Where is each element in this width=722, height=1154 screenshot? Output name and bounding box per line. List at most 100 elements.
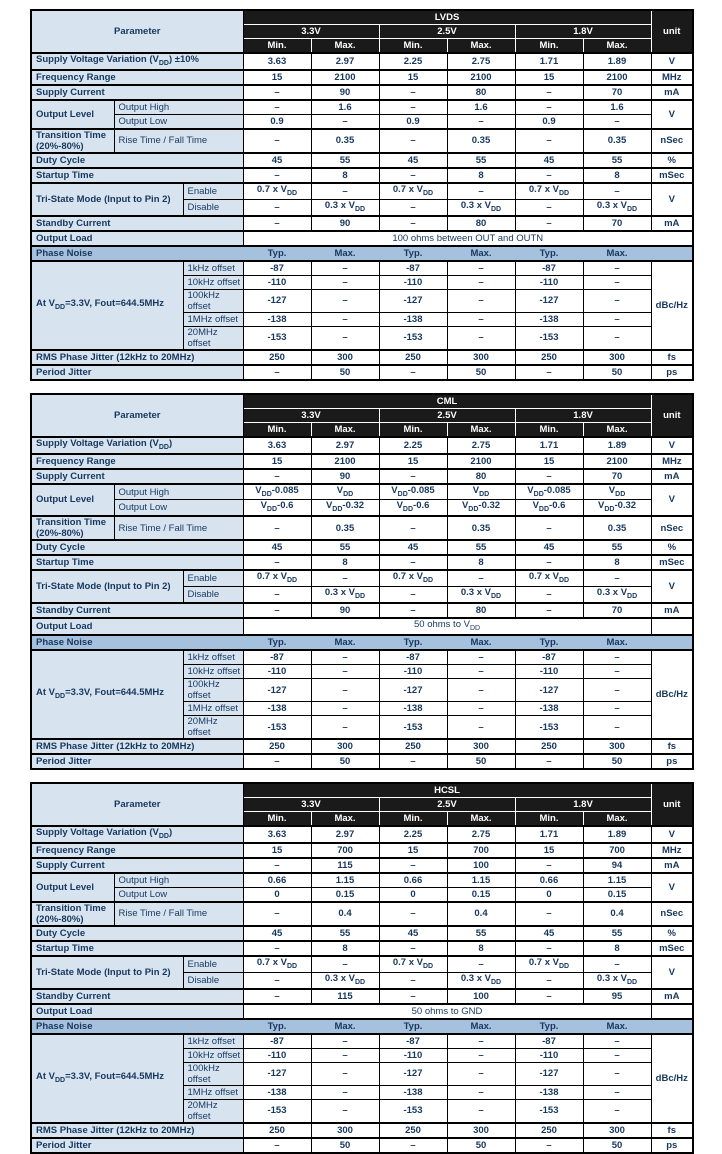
cell-value-2: -127 bbox=[378, 288, 448, 313]
cell-value-1: – bbox=[310, 715, 380, 740]
cell-value-2: – bbox=[378, 856, 448, 874]
cell-unit: V bbox=[650, 871, 694, 903]
cell-value-0: – bbox=[242, 98, 312, 115]
cell-value-0: 0 bbox=[242, 886, 312, 903]
cell-value-1: 2.97 bbox=[310, 825, 380, 844]
cell-value-4: 15 bbox=[514, 841, 584, 859]
cell-value-0: 45 bbox=[242, 539, 312, 556]
cell-value-1: – bbox=[310, 1084, 380, 1100]
row-label: Supply Voltage Variation (VDD) bbox=[30, 435, 244, 455]
cell-value-4: VDD-0.6 bbox=[514, 499, 584, 517]
cell-value-1: 115 bbox=[310, 856, 380, 874]
voltage-header-1: 2.5V bbox=[378, 24, 516, 39]
cell-value-5: 0.3 x VDD bbox=[582, 586, 652, 604]
cell-value-2: -138 bbox=[378, 1084, 448, 1100]
cell-value-2: – bbox=[378, 602, 448, 619]
row-sublabel: Enable bbox=[182, 954, 244, 973]
cell-value-4: -138 bbox=[514, 1084, 584, 1100]
cell-value-0: -110 bbox=[242, 1047, 312, 1063]
cell-value-4: – bbox=[514, 939, 584, 957]
cell-value-4: 45 bbox=[514, 924, 584, 942]
cell-value-2: -87 bbox=[378, 259, 448, 276]
cell-unit-empty bbox=[650, 617, 694, 636]
phase-col-header-1: Max. bbox=[311, 244, 379, 262]
cell-value-2: -110 bbox=[378, 274, 448, 290]
phase-col-header-1: Max. bbox=[311, 634, 379, 651]
phase-unit-empty bbox=[651, 634, 694, 651]
cell-value-4: 0 bbox=[514, 886, 584, 903]
cell-value-2: – bbox=[378, 971, 448, 990]
cell-value-2: -127 bbox=[378, 1061, 448, 1086]
row-label: Standby Current bbox=[30, 987, 244, 1005]
cell-value-0: – bbox=[242, 515, 312, 541]
row-label: Transition Time (20%-80%) bbox=[30, 900, 115, 927]
cell-value-0: -138 bbox=[242, 311, 312, 327]
cell-value-3: 100 bbox=[446, 987, 516, 1005]
cell-value-1: 0.4 bbox=[310, 900, 380, 927]
cell-value-4: 15 bbox=[514, 452, 584, 470]
row-sublabel: 1kHz offset bbox=[182, 259, 244, 276]
cell-value-2: – bbox=[378, 214, 448, 232]
cell-unit: % bbox=[650, 151, 694, 169]
minmax-header-2: Min. bbox=[378, 38, 448, 54]
cell-value-0: – bbox=[242, 214, 312, 232]
cell-unit: dBc/Hz bbox=[650, 649, 694, 740]
cell-value-2: – bbox=[378, 939, 448, 957]
row-sublabel: 20MHz offset bbox=[182, 325, 244, 351]
cell-value-4: -138 bbox=[514, 311, 584, 327]
cell-value-4: 1.71 bbox=[514, 435, 584, 455]
cell-unit: dBc/Hz bbox=[650, 259, 694, 351]
cell-value-1: 2.97 bbox=[310, 435, 380, 455]
cell-value-3: 700 bbox=[446, 841, 516, 859]
cell-value-2: 2.25 bbox=[378, 825, 448, 844]
cell-value-4: -138 bbox=[514, 701, 584, 717]
cell-value-1: – bbox=[310, 954, 380, 973]
cell-value-1: 0.3 x VDD bbox=[310, 586, 380, 604]
row-label: Frequency Range bbox=[30, 841, 244, 859]
spec-table-hcsl: Parameter HCSL unit 3.3V 2.5V 1.8V Min. Max. Min… bbox=[30, 782, 695, 1154]
cell-value-2: VDD-0.6 bbox=[378, 499, 448, 517]
row-sublabel: Enable bbox=[182, 569, 244, 588]
cell-unit: nSec bbox=[650, 127, 694, 154]
cell-value-5: – bbox=[582, 649, 652, 665]
phase-col-header-0: Typ. bbox=[243, 1017, 311, 1035]
phase-col-header-5: Max. bbox=[583, 244, 652, 262]
row-label: Duty Cycle bbox=[30, 151, 244, 169]
cell-value-2: -110 bbox=[378, 1047, 448, 1063]
cell-value-3: VDD bbox=[446, 482, 516, 501]
phase-col-header-3: Max. bbox=[447, 1017, 515, 1035]
cell-value-1: – bbox=[310, 701, 380, 717]
cell-value-3: 0.35 bbox=[446, 515, 516, 541]
cell-value-2: -138 bbox=[378, 701, 448, 717]
row-sublabel: Output High bbox=[113, 871, 244, 888]
cell-value-1: 1.15 bbox=[310, 871, 380, 888]
cell-value-1: 300 bbox=[310, 738, 380, 755]
cell-value-1: 50 bbox=[310, 753, 380, 770]
cell-value-0: – bbox=[242, 1136, 312, 1154]
cell-value-5: 8 bbox=[582, 939, 652, 957]
cell-value-2: – bbox=[378, 515, 448, 541]
row-label: Output Load bbox=[30, 229, 244, 247]
cell-value-1: 50 bbox=[310, 1136, 380, 1154]
row-sublabel: 1MHz offset bbox=[182, 311, 244, 327]
row-label: Tri-State Mode (Input to Pin 2) bbox=[30, 954, 184, 990]
cell-value-3: 2100 bbox=[446, 68, 516, 86]
row-sublabel: 10kHz offset bbox=[182, 664, 244, 680]
cell-value-5: – bbox=[582, 954, 652, 973]
cell-value-1: – bbox=[310, 325, 380, 351]
cell-unit: MHz bbox=[650, 841, 694, 859]
cell-value-3: 300 bbox=[446, 738, 516, 755]
cell-value-0: -153 bbox=[242, 1098, 312, 1124]
cell-value-0: – bbox=[242, 467, 312, 485]
cell-value-1: 55 bbox=[310, 151, 380, 169]
phase-col-header-3: Max. bbox=[447, 634, 515, 651]
minmax-header-5: Max. bbox=[582, 811, 652, 827]
cell-unit-empty bbox=[650, 1002, 694, 1020]
cell-value-3: 80 bbox=[446, 602, 516, 619]
cell-value-4: -127 bbox=[514, 288, 584, 313]
cell-value-3: 300 bbox=[446, 348, 516, 366]
cell-value-2: 250 bbox=[378, 1121, 448, 1139]
row-sublabel: 1MHz offset bbox=[182, 701, 244, 717]
cell-value-1: 90 bbox=[310, 83, 380, 101]
cell-value-2: – bbox=[378, 753, 448, 770]
